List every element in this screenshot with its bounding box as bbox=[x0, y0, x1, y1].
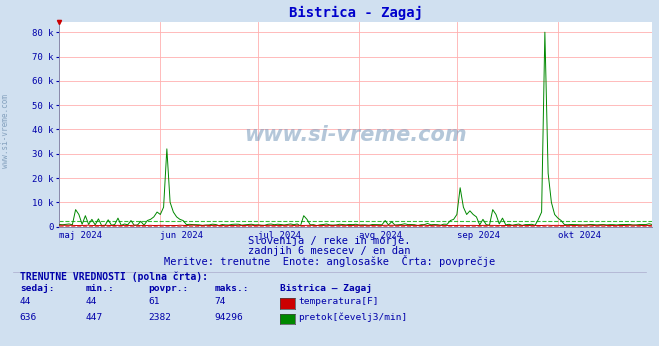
Text: www.si-vreme.com: www.si-vreme.com bbox=[244, 125, 467, 145]
Text: sedaj:: sedaj: bbox=[20, 284, 54, 293]
Text: min.:: min.: bbox=[86, 284, 115, 293]
Text: Meritve: trenutne  Enote: anglosaške  Črta: povprečje: Meritve: trenutne Enote: anglosaške Črta… bbox=[164, 255, 495, 267]
Text: Bistrica – Zagaj: Bistrica – Zagaj bbox=[280, 284, 372, 293]
Text: 2382: 2382 bbox=[148, 313, 171, 322]
Text: 74: 74 bbox=[214, 298, 225, 307]
Text: Slovenija / reke in morje.: Slovenija / reke in morje. bbox=[248, 236, 411, 246]
Text: temperatura[F]: temperatura[F] bbox=[299, 298, 379, 307]
Text: zadnjih 6 mesecev / en dan: zadnjih 6 mesecev / en dan bbox=[248, 246, 411, 256]
Text: povpr.:: povpr.: bbox=[148, 284, 188, 293]
Text: 447: 447 bbox=[86, 313, 103, 322]
Text: maks.:: maks.: bbox=[214, 284, 248, 293]
Text: 61: 61 bbox=[148, 298, 159, 307]
Text: 44: 44 bbox=[20, 298, 31, 307]
Text: 44: 44 bbox=[86, 298, 97, 307]
Text: 94296: 94296 bbox=[214, 313, 243, 322]
Text: TRENUTNE VREDNOSTI (polna črta):: TRENUTNE VREDNOSTI (polna črta): bbox=[20, 271, 208, 282]
Text: www.si-vreme.com: www.si-vreme.com bbox=[1, 94, 10, 169]
Text: pretok[čevelj3/min]: pretok[čevelj3/min] bbox=[299, 312, 408, 322]
Text: 636: 636 bbox=[20, 313, 37, 322]
Title: Bistrica - Zagaj: Bistrica - Zagaj bbox=[289, 6, 423, 20]
